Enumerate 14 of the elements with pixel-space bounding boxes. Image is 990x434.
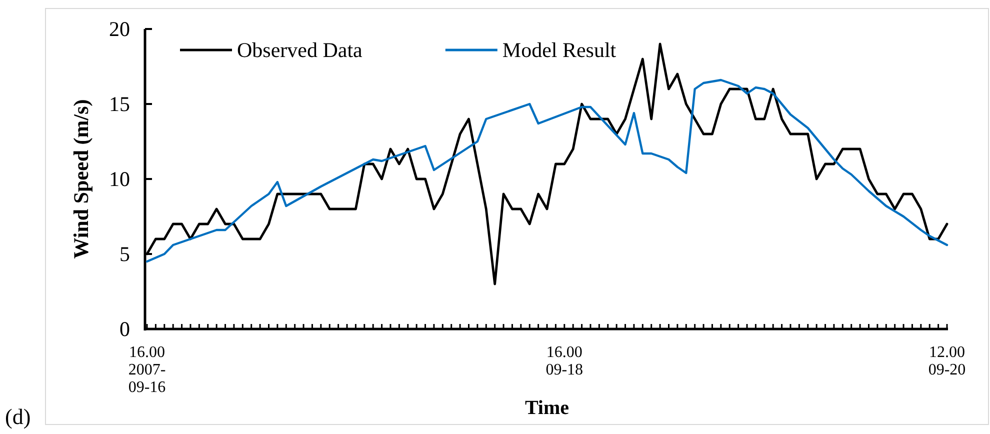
x-tick-label: 16.00 2007- 09-16 [128, 344, 166, 396]
text: (d) [5, 404, 31, 429]
y-tick-label: 0 [120, 317, 130, 341]
x-tick-label: 12.00 09-20 [928, 344, 966, 378]
legend-label: Model Result [502, 38, 616, 62]
y-tick-label: 10 [109, 167, 130, 191]
line-series [146, 78, 948, 263]
y-axis-title: Wind Speed (m/s) [69, 99, 93, 259]
legend-label: Observed Data [237, 38, 364, 62]
y-tick-label: 20 [109, 17, 130, 41]
x-tick-label: 16.00 09-18 [546, 344, 584, 378]
y-tick-label: 5 [120, 242, 130, 266]
x-axis-title: Time [524, 397, 570, 419]
y-tick-label: 15 [109, 92, 130, 116]
